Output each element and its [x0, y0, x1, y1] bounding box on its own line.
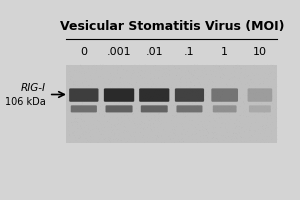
Text: Vesicular Stomatitis Virus (MOI): Vesicular Stomatitis Virus (MOI): [60, 20, 284, 33]
FancyBboxPatch shape: [176, 105, 202, 112]
FancyBboxPatch shape: [66, 64, 278, 143]
FancyBboxPatch shape: [248, 88, 272, 102]
Text: .1: .1: [184, 47, 195, 57]
FancyBboxPatch shape: [71, 105, 97, 112]
Text: 106 kDa: 106 kDa: [5, 97, 46, 107]
Text: 1: 1: [221, 47, 228, 57]
Text: 0: 0: [80, 47, 87, 57]
FancyBboxPatch shape: [213, 105, 237, 112]
FancyBboxPatch shape: [104, 88, 134, 102]
FancyBboxPatch shape: [139, 88, 170, 102]
Text: RIG-I: RIG-I: [21, 83, 46, 93]
FancyBboxPatch shape: [141, 105, 168, 112]
FancyBboxPatch shape: [106, 105, 133, 112]
FancyBboxPatch shape: [175, 88, 204, 102]
Text: .01: .01: [146, 47, 163, 57]
FancyBboxPatch shape: [249, 105, 271, 112]
FancyBboxPatch shape: [211, 88, 238, 102]
Text: 10: 10: [253, 47, 267, 57]
FancyBboxPatch shape: [69, 88, 98, 102]
Text: .001: .001: [107, 47, 131, 57]
